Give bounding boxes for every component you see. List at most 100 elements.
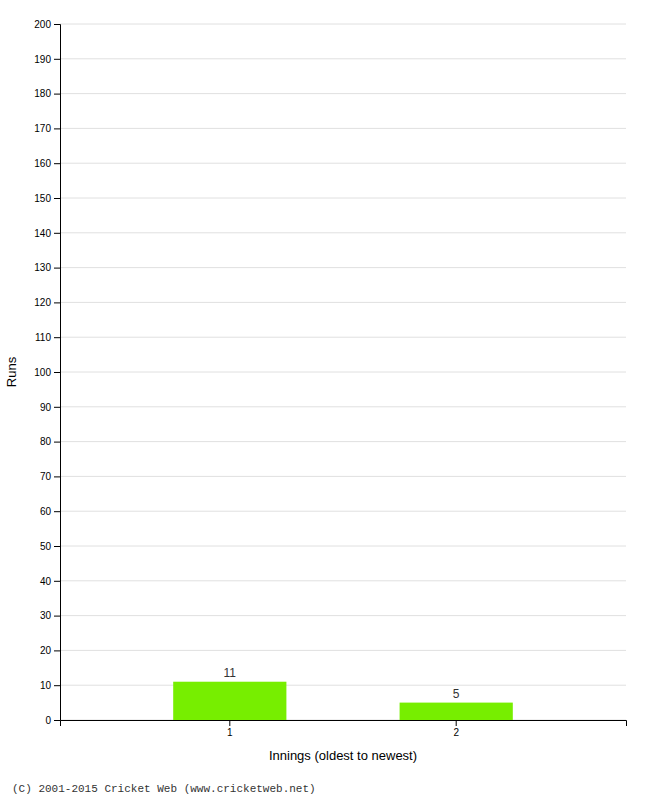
grid-line — [60, 615, 626, 616]
y-tick-label: 80 — [40, 436, 52, 447]
y-tick-mark — [54, 511, 60, 512]
y-tick-mark — [54, 616, 60, 617]
grid-line — [60, 337, 626, 338]
grid-line — [60, 163, 626, 164]
x-tick-mark — [229, 720, 230, 726]
y-tick: 160 — [34, 158, 60, 169]
bar — [400, 703, 513, 720]
y-tick-mark — [54, 302, 60, 303]
x-tick-label: 1 — [227, 727, 233, 738]
y-tick: 100 — [34, 367, 60, 378]
y-tick: 30 — [40, 610, 60, 621]
y-tick-label: 120 — [34, 297, 51, 308]
y-tick-label: 180 — [34, 88, 51, 99]
y-tick-label: 0 — [45, 715, 51, 726]
x-axis: 12 — [61, 720, 627, 738]
y-tick-label: 110 — [35, 332, 51, 343]
y-tick: 20 — [40, 645, 60, 656]
y-tick-label: 140 — [34, 228, 51, 239]
grid-line — [60, 198, 626, 199]
grid-line — [60, 511, 626, 512]
y-tick: 40 — [40, 576, 60, 587]
y-tick-label: 200 — [34, 19, 51, 30]
y-tick-mark — [54, 720, 60, 721]
y-tick-mark — [54, 233, 60, 234]
y-tick-label: 60 — [40, 506, 52, 517]
y-tick: 140 — [34, 228, 60, 239]
plot: 1150102030405060708090100110120130140150… — [34, 19, 626, 738]
grid-line — [60, 58, 626, 59]
y-tick: 170 — [34, 123, 60, 134]
x-axis-title: Innings (oldest to newest) — [269, 748, 417, 763]
y-tick-mark — [54, 685, 60, 686]
grid-line — [60, 580, 626, 581]
footer: (C) 2001-2015 Cricket Web (www.cricketwe… — [12, 783, 316, 795]
y-tick-mark — [54, 24, 60, 25]
y-tick-label: 70 — [40, 471, 52, 482]
y-tick-label: 30 — [40, 610, 52, 621]
x-tick: 2 — [453, 720, 459, 738]
data-label: 11 — [224, 666, 237, 680]
y-tick-mark — [54, 94, 60, 95]
y-tick-label: 170 — [34, 123, 51, 134]
y-tick-mark — [54, 407, 60, 408]
y-tick-mark — [54, 59, 60, 60]
x-tick-label: 2 — [453, 727, 459, 738]
y-tick: 10 — [40, 680, 60, 691]
y-tick-mark — [54, 442, 60, 443]
grid-line — [60, 267, 626, 268]
y-tick-mark — [54, 650, 60, 651]
y-tick: 70 — [40, 471, 60, 482]
y-tick-mark — [54, 372, 60, 373]
y-tick: 50 — [40, 541, 60, 552]
grid-line — [60, 372, 626, 373]
y-tick-mark — [54, 581, 60, 582]
y-tick-label: 130 — [34, 262, 51, 273]
y-tick: 150 — [34, 193, 60, 204]
y-tick-label: 10 — [40, 680, 52, 691]
grid-line — [60, 232, 626, 233]
y-tick: 190 — [34, 54, 60, 65]
y-tick-mark — [54, 128, 60, 129]
data-label: 5 — [453, 687, 460, 701]
grid-line — [60, 441, 626, 442]
x-axis-line — [61, 721, 627, 727]
grid-line — [60, 685, 626, 686]
y-tick-label: 90 — [40, 402, 52, 413]
y-tick-label: 40 — [40, 576, 52, 587]
grid-line — [60, 93, 626, 94]
y-axis-title: Runs — [4, 356, 19, 387]
y-tick: 60 — [40, 506, 60, 517]
y-tick-mark — [54, 476, 60, 477]
grid-line — [60, 546, 626, 547]
y-tick-mark — [54, 337, 60, 338]
y-axis-line — [54, 25, 61, 721]
y-tick: 180 — [34, 88, 60, 99]
grid-line — [60, 302, 626, 303]
y-tick: 130 — [34, 262, 60, 273]
grid-line — [60, 476, 626, 477]
y-tick: 120 — [34, 297, 60, 308]
y-tick: 200 — [34, 19, 60, 30]
y-tick-mark — [54, 268, 60, 269]
grid-line — [60, 650, 626, 651]
y-tick-mark — [54, 198, 60, 199]
grid-line — [60, 24, 626, 25]
y-tick-label: 190 — [34, 54, 51, 65]
y-tick: 0 — [45, 715, 60, 726]
grid-line — [60, 128, 626, 129]
data-labels: 11 5 — [224, 666, 460, 701]
y-tick: 90 — [40, 402, 60, 413]
y-tick-label: 20 — [40, 645, 52, 656]
y-tick-label: 100 — [34, 367, 51, 378]
bar — [173, 682, 286, 720]
y-tick-label: 50 — [40, 541, 52, 552]
y-tick-mark — [54, 163, 60, 164]
y-tick: 110 — [35, 332, 60, 343]
y-axis: 0 10 20 30 40 50 60 70 80 90 100 110 120 130 140 150 160… — [34, 19, 60, 726]
y-tick: 80 — [40, 436, 60, 447]
bars — [173, 682, 513, 720]
grid — [60, 24, 626, 720]
grid-line — [60, 406, 626, 407]
y-tick-label: 150 — [34, 193, 51, 204]
